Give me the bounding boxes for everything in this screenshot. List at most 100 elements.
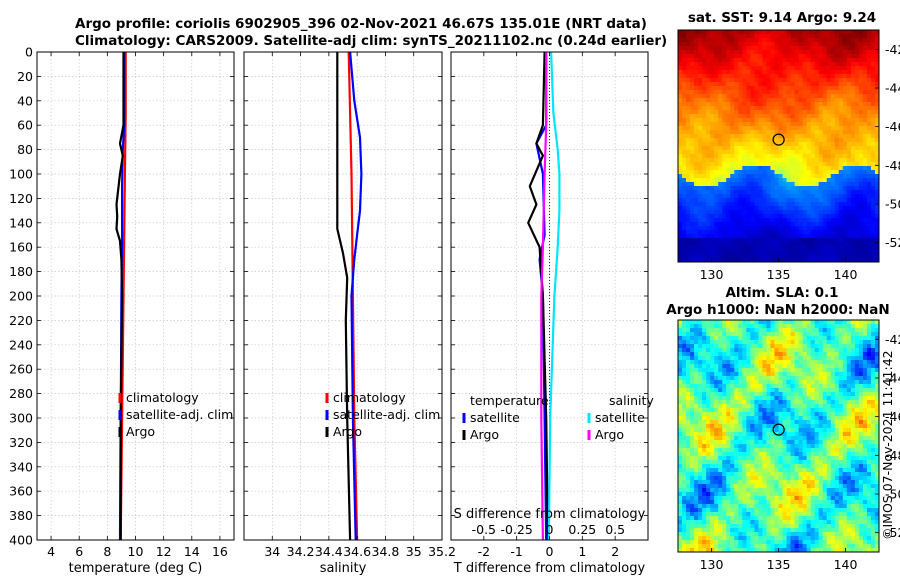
map-cell (746, 158, 751, 163)
map-cell (694, 250, 699, 255)
map-cell (822, 154, 828, 159)
map-cell (826, 344, 832, 349)
map-cell (810, 126, 816, 131)
map-cell (862, 364, 868, 369)
map-cell (858, 332, 864, 337)
map-cell (746, 234, 751, 239)
map-cell (678, 158, 683, 163)
map-cell (838, 376, 844, 381)
s-tick-label: -0.5 (472, 522, 496, 537)
map-cell (682, 86, 687, 91)
map-cell (742, 348, 747, 353)
map-cell (726, 158, 731, 163)
map-cell (758, 98, 763, 103)
map-cell (826, 218, 832, 223)
map-cell (854, 118, 860, 123)
map-cell (810, 336, 816, 341)
map-cell (758, 388, 763, 393)
map-cell (678, 198, 683, 203)
map-cell (858, 392, 864, 397)
map-cell (730, 70, 735, 75)
map-cell (798, 416, 804, 421)
map-cell (822, 452, 828, 457)
map-cell (854, 352, 860, 357)
map-cell (702, 54, 707, 59)
map-cell (822, 392, 828, 397)
map-cell (718, 384, 723, 389)
map-cell (726, 78, 731, 83)
map-cell (682, 162, 687, 167)
map-cell (822, 50, 828, 55)
map-cell (870, 392, 876, 397)
map-cell (770, 432, 775, 437)
map-cell (842, 242, 848, 247)
map-cell (694, 138, 699, 143)
map-cell (786, 30, 792, 35)
map-cell (810, 258, 816, 263)
map-cell (738, 348, 743, 353)
map-cell (686, 396, 691, 401)
map-cell (702, 66, 707, 71)
map-cell (790, 94, 796, 99)
map-cell (834, 182, 840, 187)
map-cell (846, 122, 852, 127)
map-cell (686, 150, 691, 155)
map-cell (794, 38, 800, 43)
map-y-tick-label: -48 (885, 158, 900, 173)
map-cell (790, 122, 796, 127)
map-cell (842, 46, 848, 51)
map-cell (826, 86, 832, 91)
map-cell (714, 404, 719, 409)
map-cell (682, 230, 687, 235)
map-cell (826, 142, 832, 147)
map-cell (690, 214, 695, 219)
map-cell (830, 98, 836, 103)
map-cell (858, 98, 864, 103)
map-cell (722, 66, 727, 71)
map-cell (714, 70, 719, 75)
map-cell (698, 226, 703, 231)
map-cell (678, 194, 683, 199)
map-cell (818, 214, 824, 219)
map-cell (734, 210, 739, 215)
map-cell (710, 130, 715, 135)
map-cell (702, 126, 707, 131)
map-cell (714, 114, 719, 119)
map-cell (726, 146, 731, 151)
map-cell (862, 352, 868, 357)
map-cell (810, 98, 816, 103)
map-cell (806, 146, 812, 151)
map-cell (858, 246, 864, 251)
map-cell (682, 126, 687, 131)
map-cell (790, 210, 796, 215)
map-cell (778, 42, 784, 47)
map-cell (742, 82, 747, 87)
map-cell (758, 66, 763, 71)
map-cell (694, 242, 699, 247)
map-cell (702, 206, 707, 211)
map-cell (786, 34, 792, 39)
map-cell (846, 218, 852, 223)
map-cell (682, 38, 687, 43)
map-cell (810, 162, 816, 167)
map-cell (686, 254, 691, 259)
map-cell (814, 348, 820, 353)
map-cell (846, 320, 852, 325)
map-cell (758, 186, 763, 191)
map-cell (714, 344, 719, 349)
map-cell (874, 320, 880, 325)
map-cell (726, 214, 731, 219)
map-cell (750, 182, 755, 187)
map-cell (730, 452, 735, 457)
map-cell (682, 202, 687, 207)
map-cell (682, 34, 687, 39)
map-cell (758, 174, 763, 179)
map-cell (806, 162, 812, 167)
map-cell (770, 222, 775, 227)
map-cell (806, 340, 812, 345)
map-cell (714, 364, 719, 369)
map-cell (710, 332, 715, 337)
map-cell (866, 384, 872, 389)
map-cell (830, 166, 836, 171)
map-cell (814, 344, 820, 349)
